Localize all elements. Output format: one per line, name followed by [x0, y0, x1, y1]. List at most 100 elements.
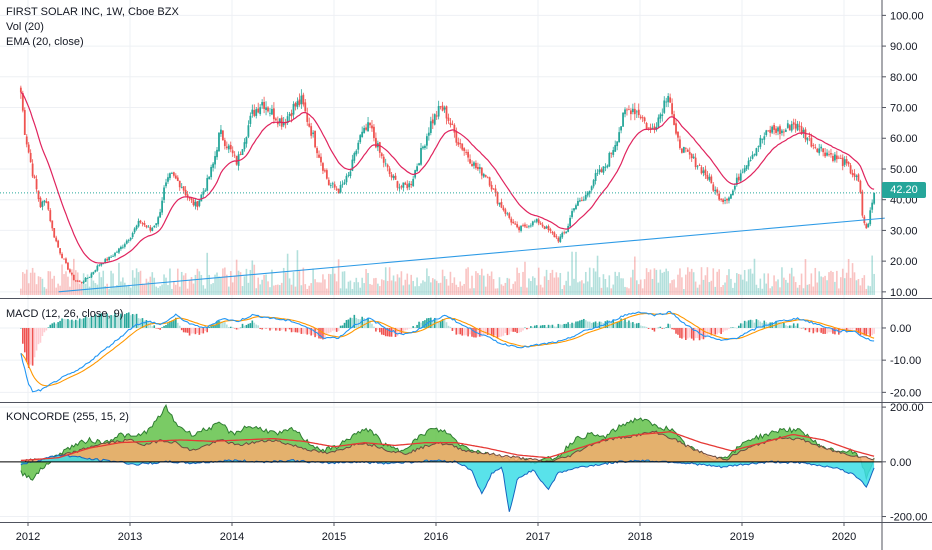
volume-bar [836, 270, 838, 295]
macd-histogram-bar [667, 323, 669, 328]
candle-body [59, 248, 61, 254]
macd-histogram-bar [165, 324, 167, 328]
volume-bar [361, 277, 363, 295]
candle-body [167, 177, 169, 182]
candle-body [700, 167, 703, 174]
candle-body [665, 101, 668, 103]
volume-bar [741, 279, 744, 295]
candle-body [349, 171, 352, 177]
macd-histogram-bar [549, 325, 552, 328]
macd-histogram-bar [679, 327, 681, 338]
volume-bar [224, 267, 226, 295]
macd-histogram-bar [643, 326, 646, 328]
volume-bar [743, 270, 746, 295]
candle-body [755, 148, 758, 156]
candle-body [104, 259, 107, 264]
candle-body [594, 173, 597, 181]
volume-bar [820, 276, 822, 295]
candle-body [663, 100, 666, 113]
macd-histogram-bar [479, 327, 481, 337]
volume-bar [643, 279, 646, 295]
macd-histogram-bar [777, 321, 779, 328]
macd-histogram-bar [47, 327, 50, 328]
candle-body [304, 102, 307, 112]
volume-bar [161, 284, 163, 295]
candle-body [527, 225, 530, 227]
macd-histogram-bar [867, 327, 870, 334]
time-axis-label: 2012 [16, 531, 40, 543]
candle-body [492, 188, 495, 190]
candle-body [390, 174, 393, 178]
volume-bar [584, 271, 587, 295]
candle-body [571, 211, 573, 217]
macd-histogram-bar [261, 327, 263, 330]
price-axis-label: 30.00 [890, 225, 918, 237]
candle-body [669, 97, 672, 103]
macd-histogram-bar [379, 327, 381, 333]
macd-histogram-bar [410, 327, 413, 329]
volume-bar [449, 271, 452, 295]
candle-body [459, 143, 462, 145]
volume-bar [722, 285, 724, 295]
macd-histogram-bar [592, 322, 595, 328]
macd-histogram-bar [310, 327, 312, 336]
volume-bar [690, 268, 693, 295]
macd-histogram-bar [214, 324, 216, 328]
candle-body [245, 137, 248, 144]
candle-body [147, 226, 150, 228]
candle-body [476, 166, 479, 170]
candle-body [194, 201, 197, 207]
volume-bar [726, 275, 728, 295]
volume-bar [720, 287, 722, 295]
volume-bar [838, 288, 840, 295]
volume-bar [679, 268, 681, 295]
volume-bar [147, 281, 150, 295]
candle-body [353, 153, 356, 161]
macd-histogram-bar [806, 327, 809, 330]
macd-histogram-bar [539, 325, 542, 328]
volume-bar [818, 271, 821, 295]
volume-bar [437, 283, 440, 295]
candle-body [704, 169, 707, 176]
macd-histogram-bar [120, 313, 122, 328]
candle-body [457, 142, 460, 145]
volume-bar [271, 269, 273, 295]
macd-histogram-bar [302, 327, 305, 334]
macd-histogram-bar [657, 327, 660, 329]
volume-bar [343, 271, 346, 295]
candle-body [626, 109, 628, 111]
candle-body [869, 210, 872, 225]
candle-body [580, 200, 583, 201]
candle-body [478, 167, 481, 169]
candle-body [843, 159, 846, 165]
macd-histogram-bar [853, 327, 856, 329]
macd-histogram-bar [312, 327, 314, 335]
price-axis-label: 20.00 [890, 256, 918, 268]
volume-bar [261, 279, 263, 295]
macd-histogram-bar [516, 327, 518, 334]
macd-histogram-bar [769, 322, 771, 328]
volume-bar [388, 267, 391, 295]
volume-bar [120, 281, 122, 295]
volume-bar [745, 281, 748, 295]
candle-body [692, 156, 695, 159]
volume-bar [88, 286, 91, 295]
volume-bars [20, 250, 875, 295]
candle-body [830, 153, 832, 155]
candle-body [100, 263, 103, 266]
volume-bar [137, 272, 140, 295]
volume-bar [492, 279, 495, 295]
candle-body [206, 178, 209, 191]
macd-histogram-bar [76, 320, 79, 328]
macd-histogram-bar [677, 327, 679, 335]
candle-body [225, 146, 228, 148]
candle-body [178, 180, 181, 188]
candle-body [549, 229, 552, 231]
macd-histogram-bar [337, 327, 340, 331]
volume-bar [814, 267, 817, 295]
macd-histogram-bar [792, 323, 795, 328]
macd-histogram-bar [351, 317, 354, 328]
candle-body [251, 109, 254, 114]
macd-histogram-bar [865, 327, 868, 337]
